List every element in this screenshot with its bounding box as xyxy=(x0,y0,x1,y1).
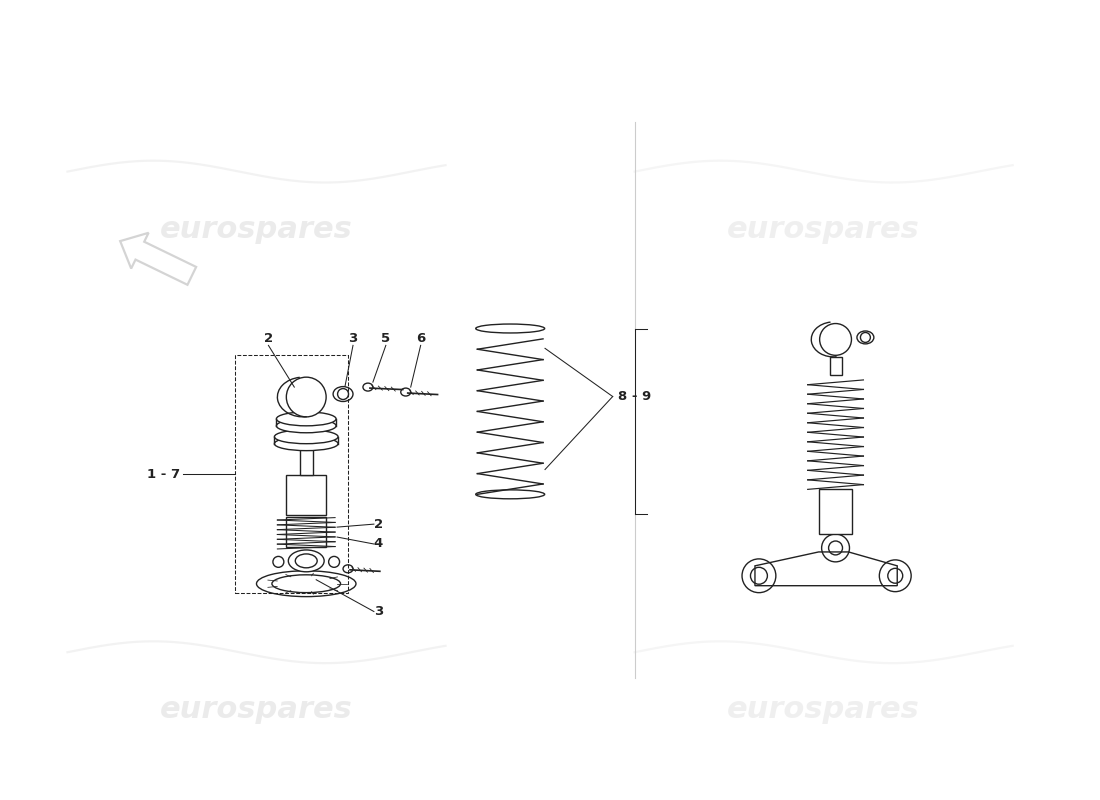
Ellipse shape xyxy=(288,550,324,572)
Text: eurospares: eurospares xyxy=(727,695,920,724)
Ellipse shape xyxy=(475,324,544,333)
Circle shape xyxy=(329,557,340,567)
Circle shape xyxy=(338,389,349,399)
Text: 4: 4 xyxy=(374,538,383,550)
Bar xyxy=(820,490,852,534)
Ellipse shape xyxy=(272,575,341,593)
Bar xyxy=(829,358,842,375)
Bar xyxy=(286,475,326,515)
Text: eurospares: eurospares xyxy=(727,214,920,244)
Text: 3: 3 xyxy=(374,605,383,618)
Ellipse shape xyxy=(475,490,544,499)
Text: eurospares: eurospares xyxy=(161,214,353,244)
Ellipse shape xyxy=(400,388,410,396)
Ellipse shape xyxy=(256,571,356,597)
Bar xyxy=(234,355,348,593)
Text: 6: 6 xyxy=(416,332,426,346)
Circle shape xyxy=(860,333,870,342)
Text: 2: 2 xyxy=(374,518,383,530)
Ellipse shape xyxy=(857,331,873,344)
Text: 1 - 7: 1 - 7 xyxy=(146,467,180,481)
Circle shape xyxy=(273,557,284,567)
Bar xyxy=(286,517,326,547)
Ellipse shape xyxy=(333,386,353,402)
Bar xyxy=(300,444,312,475)
Circle shape xyxy=(820,323,851,355)
Ellipse shape xyxy=(343,565,353,573)
Text: 8 - 9: 8 - 9 xyxy=(618,390,651,403)
Ellipse shape xyxy=(276,412,337,426)
Text: 3: 3 xyxy=(349,332,358,346)
Circle shape xyxy=(286,377,326,417)
Text: eurospares: eurospares xyxy=(161,695,353,724)
Text: 5: 5 xyxy=(382,332,390,346)
Ellipse shape xyxy=(276,419,337,433)
Ellipse shape xyxy=(295,554,317,568)
Ellipse shape xyxy=(363,383,373,391)
Ellipse shape xyxy=(274,430,338,444)
Text: 2: 2 xyxy=(264,332,273,346)
Ellipse shape xyxy=(274,437,338,450)
